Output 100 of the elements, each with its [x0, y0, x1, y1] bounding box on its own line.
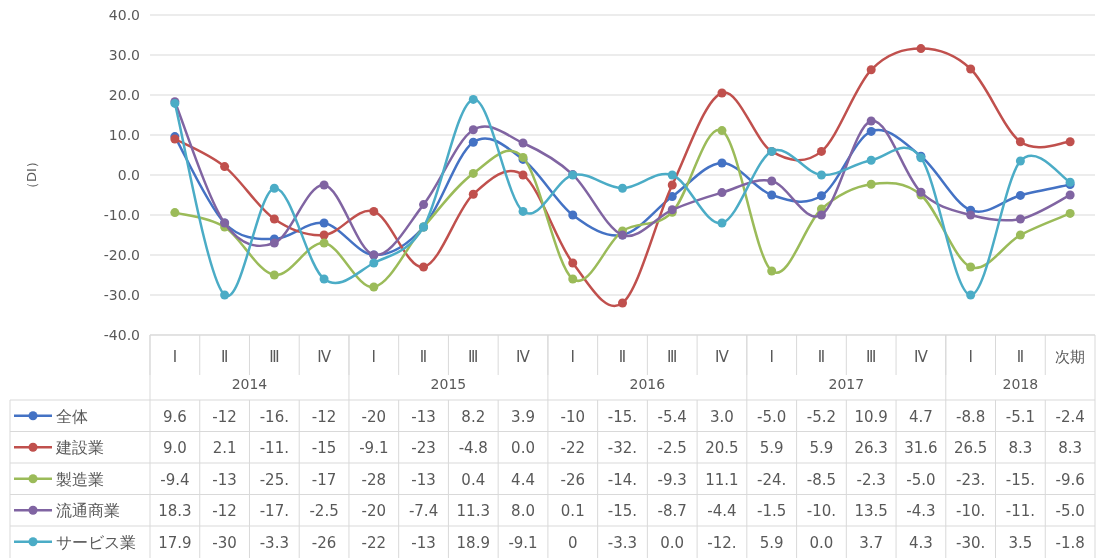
point	[618, 183, 627, 193]
data-label: 20.5	[705, 439, 739, 458]
y-tick-label: 20.0	[108, 87, 140, 103]
point	[1065, 208, 1075, 218]
point	[319, 274, 329, 284]
y-tick-label: -10.0	[103, 207, 140, 223]
data-label: -9.1	[359, 439, 389, 458]
data-label: -20	[361, 407, 387, 426]
data-label: -30.	[956, 533, 986, 552]
data-label: -12	[212, 407, 237, 426]
legend-label: 建設業	[55, 438, 104, 458]
point	[269, 214, 279, 224]
data-label: -11.	[259, 439, 289, 458]
point	[816, 210, 826, 220]
data-label: -9.4	[160, 470, 190, 489]
point	[667, 192, 677, 202]
point	[916, 44, 926, 54]
data-label: -9.1	[508, 533, 538, 552]
point	[717, 126, 727, 136]
point	[717, 88, 727, 98]
x-tick-label: Ⅰ	[570, 348, 575, 366]
x-tick-label: Ⅰ	[172, 348, 178, 366]
data-label: 9.6	[162, 407, 187, 426]
data-label: 5.9	[759, 439, 784, 458]
point	[966, 262, 976, 272]
data-label: -12	[311, 407, 337, 426]
data-label: 0.4	[461, 470, 486, 489]
point	[767, 176, 777, 186]
data-label: -4.4	[707, 502, 737, 521]
data-label: -8.5	[806, 470, 837, 489]
x-tick-label: Ⅳ	[914, 348, 928, 366]
point	[468, 168, 478, 178]
data-label: 3.7	[859, 533, 884, 552]
data-label: 0.1	[560, 502, 585, 521]
point	[568, 258, 578, 268]
data-label: -4.3	[906, 502, 936, 521]
text: 2016	[629, 376, 666, 392]
data-label: -15	[311, 439, 337, 458]
point	[269, 270, 279, 280]
point	[468, 137, 478, 147]
point	[1015, 214, 1025, 224]
point	[717, 188, 727, 198]
x-tick-label: Ⅱ	[817, 348, 826, 366]
point	[966, 290, 976, 300]
point	[319, 230, 329, 240]
point	[419, 262, 429, 272]
data-label: -25.	[259, 470, 289, 489]
point	[667, 180, 677, 190]
data-label: -5.0	[906, 470, 936, 489]
point	[319, 238, 329, 248]
data-label: -3.3	[607, 533, 638, 552]
legend-label: 流通商業	[56, 501, 120, 521]
point	[667, 170, 677, 180]
data-label: -5.1	[1005, 407, 1036, 426]
data-label: -5.0	[757, 407, 787, 426]
x-tick-label: 次期	[1055, 348, 1086, 366]
data-label: -13	[411, 407, 436, 426]
point	[1015, 137, 1025, 147]
data-label: 3.0	[710, 407, 734, 426]
point	[866, 116, 876, 126]
data-label: -1.8	[1055, 533, 1085, 552]
legend-label: 製造業	[56, 469, 104, 489]
data-label: 0.0	[809, 533, 834, 552]
data-label: -3.3	[259, 533, 289, 552]
point	[816, 146, 826, 156]
data-label: 8.0	[511, 502, 535, 521]
text: 2017	[828, 376, 865, 392]
point	[568, 210, 578, 220]
data-label: -9.6	[1055, 470, 1085, 489]
data-label: 4.4	[511, 470, 535, 489]
y-tick-label: 10.0	[108, 127, 140, 143]
data-label: 10.9	[854, 407, 888, 426]
data-label: -15.	[607, 407, 638, 426]
x-tick-label: Ⅰ	[968, 348, 973, 366]
data-label: -22	[361, 533, 387, 552]
data-label: -20	[361, 502, 387, 521]
data-label: -8.7	[657, 502, 687, 521]
data-label: -12	[212, 502, 237, 521]
point	[767, 266, 777, 276]
point	[468, 94, 478, 104]
x-tick-label: Ⅰ	[371, 348, 377, 366]
point	[518, 170, 528, 180]
y-tick-label: 0.0	[117, 167, 140, 183]
data-label: 31.6	[904, 439, 938, 458]
point	[717, 218, 727, 228]
data-label: -2.4	[1055, 407, 1085, 426]
point	[468, 189, 478, 199]
x-tick-label: Ⅳ	[715, 348, 730, 366]
x-tick-label: Ⅱ	[618, 348, 627, 366]
data-label: 8.2	[461, 407, 486, 426]
data-label: 3.5	[1008, 533, 1033, 552]
x-tick-label: Ⅲ	[269, 348, 280, 366]
x-tick-label: Ⅱ	[220, 348, 229, 366]
text: 2018	[1002, 376, 1039, 392]
data-label: -32.	[607, 439, 638, 458]
data-label: -5.2	[806, 407, 837, 426]
point	[1065, 137, 1075, 147]
y-tick-label: -40.0	[103, 327, 140, 343]
data-label: -5.4	[657, 407, 687, 426]
data-label: -15.	[1005, 470, 1036, 489]
